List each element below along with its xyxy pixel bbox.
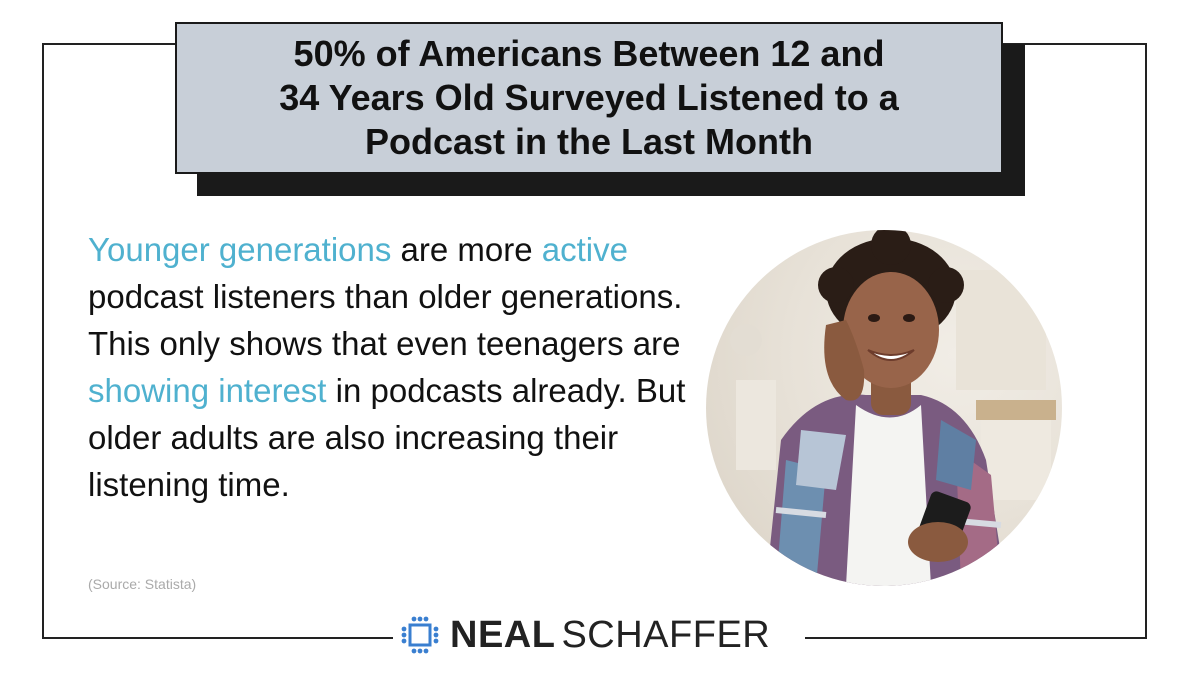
highlight-showing-interest: showing interest — [88, 372, 327, 409]
logo-first-name: NEAL — [450, 613, 556, 656]
title-banner: 50% of Americans Between 12 and 34 Years… — [175, 22, 1030, 202]
title-line-1: 50% of Americans Between 12 and — [293, 33, 885, 74]
highlight-active: active — [541, 231, 628, 268]
title-line-3: Podcast in the Last Month — [364, 121, 813, 162]
body-text-2: podcast listeners than older generations… — [88, 278, 683, 362]
teen-listener-photo — [706, 230, 1062, 586]
chip-icon — [401, 616, 439, 654]
logo-frame-gap — [393, 626, 805, 654]
body-text-1: are more — [391, 231, 542, 268]
highlight-younger-generations: Younger generations — [88, 231, 392, 268]
logo-last-name: SCHAFFER — [561, 613, 771, 656]
title-line-2: 34 Years Old Surveyed Listened to a — [279, 77, 899, 118]
source-note: (Source: Statista) — [88, 576, 197, 592]
brand-logo[interactable]: NEAL SCHAFFER — [400, 608, 770, 662]
page-title: 50% of Americans Between 12 and 34 Years… — [269, 32, 909, 164]
body-text-3: in podcasts already. But older adults ar… — [88, 372, 686, 503]
photo-illustration — [730, 230, 1056, 586]
title-box: 50% of Americans Between 12 and 34 Years… — [175, 22, 1003, 174]
body-paragraph: Younger generations are more active podc… — [88, 226, 708, 508]
